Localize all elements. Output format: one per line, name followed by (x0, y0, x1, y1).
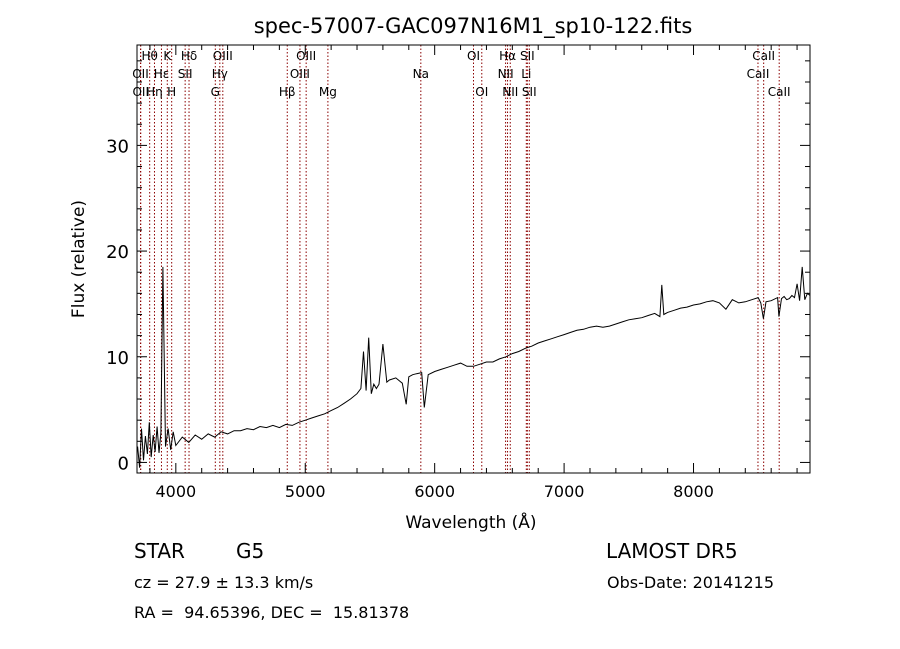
spectral-lines (139, 45, 780, 473)
spectral-line-label: OIII (296, 49, 316, 63)
spectral-line-label: Hδ (181, 49, 197, 63)
plot-frame (136, 44, 811, 474)
spectral-line-label: SII (520, 49, 535, 63)
x-tick-label: 6000 (414, 482, 455, 501)
x-tick-label: 8000 (673, 482, 714, 501)
observation-date: Obs-Date: 20141215 (607, 573, 775, 592)
spectral-line-label: CaII (768, 85, 791, 99)
axis-ticks: 4000 5000 6000 7000 8000 0 10 20 30 (106, 45, 810, 501)
survey-release: LAMOST DR5 (606, 539, 738, 563)
spectral-line-label: Li (521, 67, 531, 81)
spectral-line-label: K (163, 49, 172, 63)
spectral-line-label: SII (178, 67, 193, 81)
spectral-line-label: CaII (747, 67, 770, 81)
object-class: STAR (134, 539, 185, 563)
spectral-line-label: OI (475, 85, 488, 99)
spectral-line-label: OIII (290, 67, 310, 81)
spectral-line-labels: Hθ K Hδ OIII OIII OI Hα SII CaII OII Hε SII Hγ OIII Na… (132, 49, 790, 99)
chart-title: spec-57007-GAC097N16M1_sp10-122.fits (254, 14, 693, 39)
spectral-line-label: Hα (499, 49, 516, 63)
x-axis-label: Wavelength (Å) (405, 511, 536, 533)
spectral-line-label: Hη (146, 85, 163, 99)
y-tick-label: 30 (106, 136, 129, 157)
spectral-line-label: Hθ (141, 49, 157, 63)
spectral-line-label: Na (413, 67, 429, 81)
spectral-line-label: Hε (154, 67, 170, 81)
object-subclass: G5 (236, 539, 265, 563)
spectral-line-label: NII (502, 85, 518, 99)
redshift-velocity: cz = 27.9 ± 13.3 km/s (134, 573, 314, 592)
spectral-line-label: G (211, 85, 220, 99)
y-axis-label: Flux (relative) (69, 200, 89, 318)
x-tick-label: 4000 (155, 482, 196, 501)
y-tick-label: 0 (118, 453, 129, 474)
spectral-line-label: SII (522, 85, 537, 99)
spectral-line-label: H (167, 85, 176, 99)
spectral-line-label: CaII (752, 49, 775, 63)
y-tick-label: 10 (106, 348, 129, 369)
x-tick-label: 7000 (544, 482, 585, 501)
spectrum-series-line (137, 266, 811, 468)
y-tick-label: 20 (106, 242, 129, 263)
x-tick-label: 5000 (285, 482, 326, 501)
spectral-line-label: OIII (213, 49, 233, 63)
spectral-line-label: OI (467, 49, 480, 63)
spectral-line-label: Hγ (212, 67, 228, 81)
spectral-line-label: Mg (319, 85, 337, 99)
coordinates: RA = 94.65396, DEC = 15.81378 (134, 603, 410, 622)
spectral-line-label: NII (498, 67, 514, 81)
spectral-line-label: Hβ (279, 85, 296, 99)
spectral-line-label: OII (132, 67, 149, 81)
